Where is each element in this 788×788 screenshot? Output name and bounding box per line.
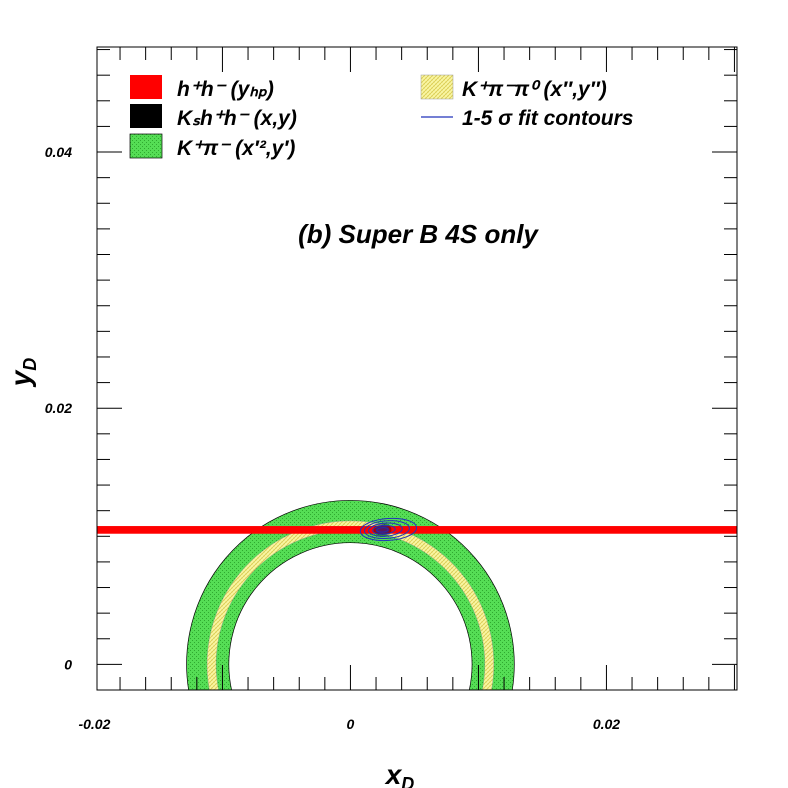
legend-label-contours: 1-5 σ fit contours [462, 107, 633, 130]
y-tick-label: 0.04 [45, 144, 72, 160]
y-tick-label: 0.02 [45, 400, 72, 416]
y-axis-label: yD [5, 358, 40, 389]
legend-label-kpipi0: K⁺π⁻π⁰ (x″,y″) [462, 78, 607, 101]
fit-contour-5sigma [359, 517, 418, 542]
plot-frame [96, 46, 738, 691]
plot-annotation: (b) Super B 4S only [298, 219, 539, 249]
x-tick-label: 0 [347, 716, 355, 732]
fit-contour-core [375, 524, 390, 535]
legend: h⁺h⁻ (yₕₚ) Kₛh⁺h⁻ (x,y) K⁺π⁻ (x′²,y′) K⁺π⁻π… [129, 74, 633, 160]
fit-contour-4sigma [363, 520, 410, 539]
x-axis-label: xD [384, 759, 415, 788]
legend-swatch-green [129, 133, 163, 159]
legend-swatch-yellow [420, 74, 454, 100]
legend-label-kpi: K⁺π⁻ (x′²,y′) [177, 137, 295, 160]
legend-label-xy: Kₛh⁺h⁻ (x,y) [177, 107, 297, 130]
annulus-kpipi0 [206, 520, 494, 690]
axis-ticks [97, 47, 737, 691]
x-tick-label: 0.02 [593, 716, 620, 732]
frame [96, 46, 738, 691]
y-tick-label: 0 [64, 656, 72, 672]
legend-swatch-red [130, 75, 162, 99]
plot-area [97, 500, 737, 690]
legend-swatch-black [130, 104, 162, 128]
fit-contour-3sigma [368, 522, 403, 537]
x-tick-label: -0.02 [78, 716, 110, 732]
tick-labels: -0.02 0 0.02 0 0.02 0.04 [45, 144, 621, 732]
legend-label-ycp: h⁺h⁻ (yₕₚ) [177, 78, 274, 101]
ycp-band [97, 526, 737, 534]
